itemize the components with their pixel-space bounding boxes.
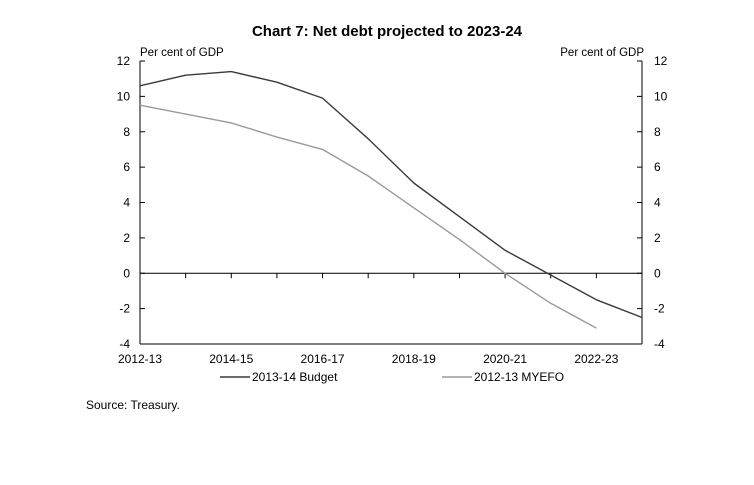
legend-label-1: 2013-14 Budget (252, 370, 338, 384)
y-tick-label-left: -2 (119, 302, 130, 316)
y-tick-label-right: 0 (654, 266, 661, 280)
y-tick-label-left: -4 (119, 337, 130, 351)
series-lines (139, 70, 643, 329)
y-tick-label-right: 4 (654, 196, 661, 210)
y-tick-label-left: 6 (123, 160, 130, 174)
y-tick-label-right: 2 (654, 231, 661, 245)
y-tick-label-right: -2 (654, 302, 665, 316)
source-note: Source: Treasury. (86, 398, 180, 412)
legend: 2013-14 Budget 2012-13 MYEFO (220, 370, 564, 384)
series-line-1 (139, 70, 643, 319)
x-tick-label: 2012-13 (118, 352, 162, 366)
y-axis-label-right: Per cent of GDP (560, 47, 644, 59)
y-tick-label-right: -4 (654, 337, 665, 351)
chart-title: Chart 7: Net debt projected to 2023-24 (252, 23, 523, 40)
x-tick-label: 2016-17 (301, 352, 345, 366)
y-tick-label-right: 12 (654, 54, 668, 68)
legend-label-2: 2012-13 MYEFO (474, 370, 564, 384)
y-tick-label-right: 10 (654, 89, 668, 103)
y-tick-label-left: 2 (123, 231, 130, 245)
y-tick-label-right: 8 (654, 125, 661, 139)
y-tick-label-left: 12 (117, 54, 131, 68)
y-tick-label-left: 10 (117, 89, 131, 103)
y-axis-label-left: Per cent of GDP (140, 47, 224, 59)
y-tick-label-right: 6 (654, 160, 661, 174)
x-tick-label: 2022-23 (574, 352, 618, 366)
x-tick-label: 2020-21 (483, 352, 527, 366)
x-tick-label: 2014-15 (209, 352, 253, 366)
y-tick-label-left: 8 (123, 125, 130, 139)
y-tick-label-left: 0 (123, 266, 130, 280)
x-tick-label: 2018-19 (392, 352, 436, 366)
y-tick-label-left: 4 (123, 196, 130, 210)
